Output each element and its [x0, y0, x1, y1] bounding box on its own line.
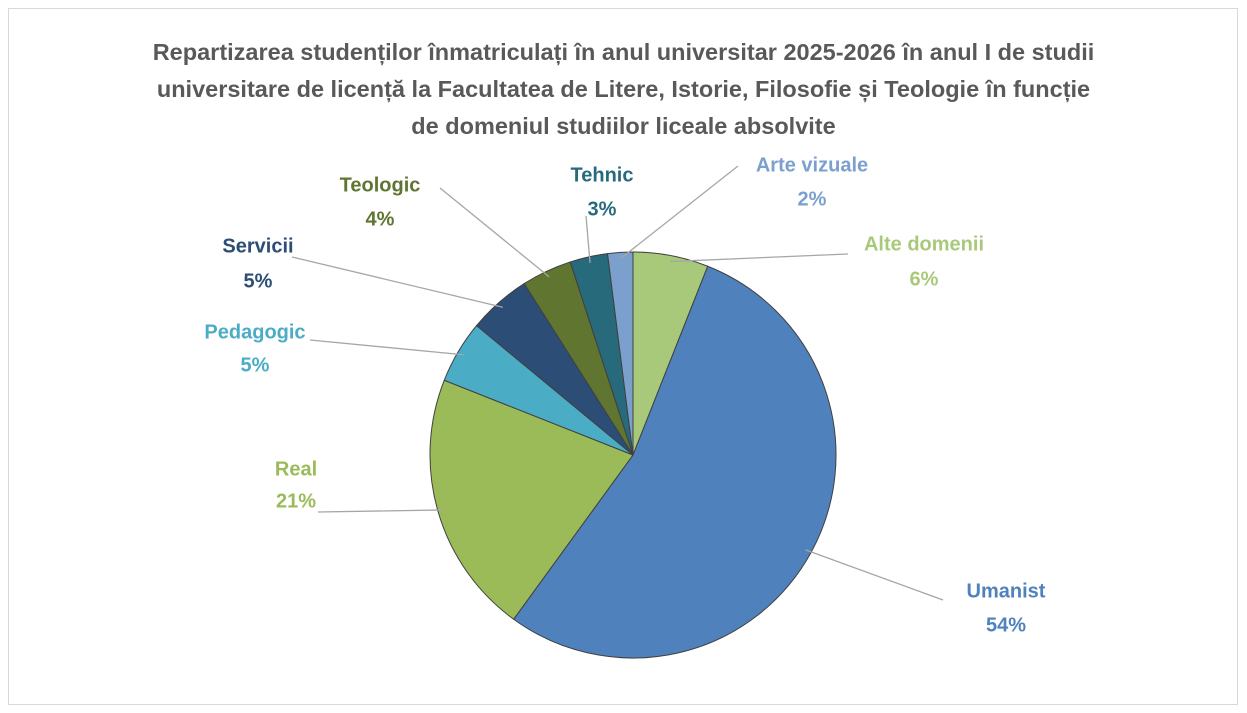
slice-value-label: 5%: [241, 354, 270, 376]
slice-value-label: 21%: [276, 490, 316, 512]
leader-line: [309, 339, 464, 356]
slice-value-label: 4%: [366, 208, 395, 230]
slice-label: Teologic: [340, 174, 421, 196]
slice-label: Real: [275, 458, 317, 480]
pie-slice: [606, 251, 634, 456]
chart-title: Repartizarea studenților înmatriculați î…: [152, 39, 1095, 139]
pie-slice: [429, 379, 634, 620]
slice-value-label: 6%: [910, 268, 939, 290]
slice-label: Arte vizuale: [756, 154, 868, 176]
slice-value-label: 3%: [588, 198, 617, 220]
leader-line: [291, 256, 503, 308]
slice-label: Alte domenii: [864, 233, 984, 255]
slice-label: Servicii: [222, 235, 293, 257]
leader-line: [620, 165, 739, 259]
leader-line: [669, 253, 849, 263]
leader-line: [317, 509, 444, 513]
leader-line: [439, 187, 550, 278]
slice-label: Pedagogic: [204, 321, 305, 343]
slice-value-label: 54%: [986, 614, 1026, 636]
slice-label: Umanist: [967, 580, 1046, 602]
leader-line: [585, 215, 591, 263]
slice-label: Tehnic: [571, 164, 634, 186]
slice-value-label: 2%: [798, 188, 827, 210]
leader-line: [805, 549, 944, 601]
slice-value-label: 5%: [244, 270, 273, 292]
pie-slice: [512, 265, 837, 659]
